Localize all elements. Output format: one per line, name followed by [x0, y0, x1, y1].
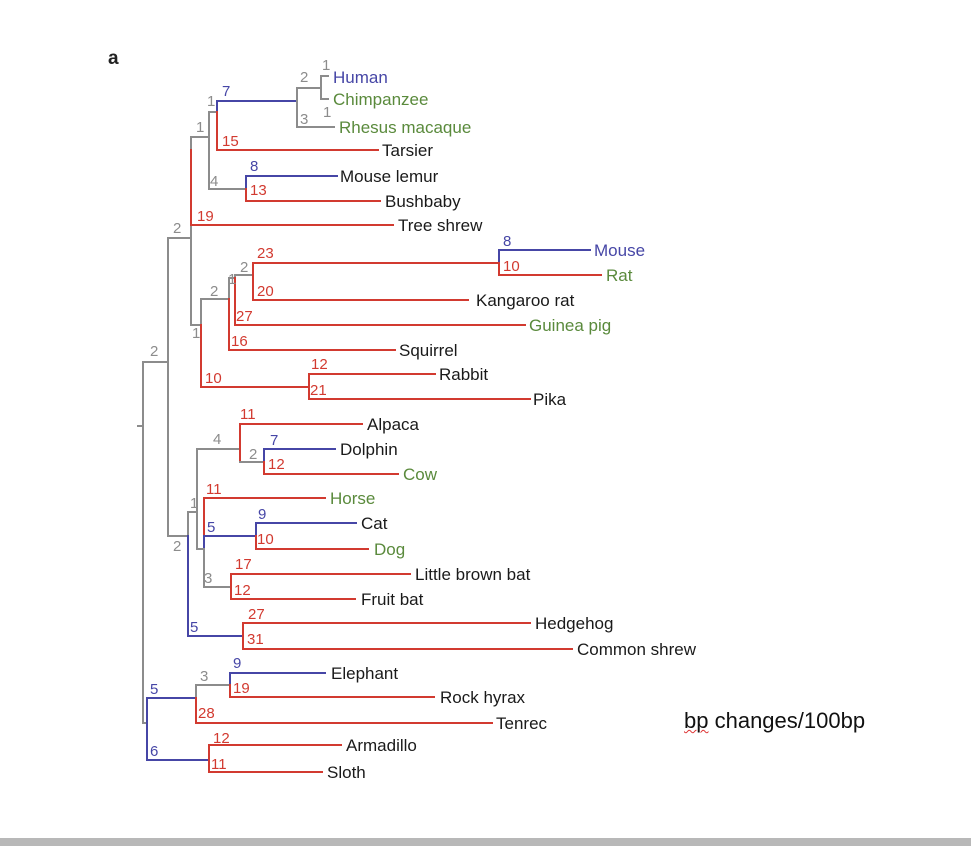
leaf-label-squirrel: Squirrel: [399, 341, 458, 360]
branch-length-label: 2: [240, 259, 248, 276]
branch-length-label: 3: [300, 111, 308, 128]
leaf-label-dog: Dog: [374, 540, 405, 559]
tree-branches: [137, 75, 602, 773]
branch-length-label: 19: [233, 680, 250, 697]
leaf-label-bushbaby: Bushbaby: [385, 192, 461, 211]
branch-length-label: 1: [322, 57, 330, 74]
branch-length-label: 13: [250, 182, 267, 199]
branch-length-label: 1: [207, 93, 215, 110]
branch-length-label: 16: [231, 333, 248, 350]
leaf-label-rabbit: Rabbit: [439, 365, 488, 384]
branch-length-label: 10: [257, 531, 274, 548]
branch-length-label: 2: [173, 220, 181, 237]
branch-length-label: 10: [503, 258, 520, 275]
branch-length-label: 6: [150, 743, 158, 760]
leaf-label-fruit-bat: Fruit bat: [361, 590, 424, 609]
leaf-labels: Human Chimpanzee Rhesus macaque Tarsier Mous…: [327, 68, 697, 782]
leaf-label-pika: Pika: [533, 390, 567, 409]
leaf-label-cat: Cat: [361, 514, 388, 533]
leaf-label-tree-shrew: Tree shrew: [398, 216, 483, 235]
leaf-label-kangaroo-rat: Kangaroo rat: [476, 291, 575, 310]
branch-length-label: 31: [247, 631, 264, 648]
branch-length-label: 27: [236, 308, 253, 325]
branch-length-label: 12: [213, 730, 230, 747]
branch-length-label: 1: [192, 325, 200, 342]
branch-length-label: 2: [210, 283, 218, 300]
branch-length-label: 7: [222, 83, 230, 100]
branch-length-label: 11: [206, 481, 222, 498]
leaf-label-rock-hyrax: Rock hyrax: [440, 688, 526, 707]
leaf-label-dolphin: Dolphin: [340, 440, 398, 459]
branch-length-label: 5: [207, 519, 215, 536]
leaf-label-chimpanzee: Chimpanzee: [333, 90, 428, 109]
branch-length-label: 9: [233, 655, 241, 672]
leaf-label-mouse-lemur: Mouse lemur: [340, 167, 439, 186]
branch-length-label: 8: [503, 233, 511, 250]
branch-length-label: 12: [234, 582, 251, 599]
leaf-label-tenrec: Tenrec: [496, 714, 548, 733]
leaf-label-rat: Rat: [606, 266, 633, 285]
branch-length-label: 2: [249, 446, 257, 463]
branch-length-label: 7: [270, 432, 278, 449]
branch-length-label: 23: [257, 245, 274, 262]
branch-length-label: 5: [150, 681, 158, 698]
leaf-label-common-shrew: Common shrew: [577, 640, 697, 659]
branch-length-label: 21: [310, 382, 327, 399]
branch-length-label: 15: [222, 133, 239, 150]
branch-length-label: 10: [205, 370, 222, 387]
window-bottom-bar: [0, 838, 971, 846]
branch-length-label: 8: [250, 158, 258, 175]
scale-label: bp changes/100bp: [684, 708, 865, 734]
leaf-label-horse: Horse: [330, 489, 375, 508]
branch-length-label: 17: [235, 556, 252, 573]
leaf-label-guinea-pig: Guinea pig: [529, 316, 611, 335]
branch-length-label: 20: [257, 283, 274, 300]
branch-length-label: 2: [150, 343, 158, 360]
panel-letter: a: [108, 48, 119, 69]
leaf-label-alpaca: Alpaca: [367, 415, 420, 434]
branch-length-label: 3: [204, 570, 212, 587]
leaf-label-sloth: Sloth: [327, 763, 366, 782]
leaf-label-hedgehog: Hedgehog: [535, 614, 613, 633]
branch-length-label: 27: [248, 606, 265, 623]
leaf-label-rhesus-macaque: Rhesus macaque: [339, 118, 471, 137]
branch-length-label: 1: [190, 495, 198, 512]
branch-length-label: 4: [213, 431, 221, 448]
scale-unit-word: bp: [684, 708, 709, 733]
branch-length-label: 4: [210, 173, 218, 190]
branch-length-label: 5: [190, 619, 198, 636]
branch-length-label: 12: [311, 356, 328, 373]
leaf-label-little-brown-bat: Little brown bat: [415, 565, 531, 584]
branch-length-label: 2: [173, 538, 181, 555]
branch-length-label: 2: [300, 69, 308, 86]
leaf-label-human: Human: [333, 68, 388, 87]
leaf-label-mouse: Mouse: [594, 241, 645, 260]
branch-length-label: 12: [268, 456, 285, 473]
leaf-label-elephant: Elephant: [331, 664, 398, 683]
scale-unit-rest: changes/100bp: [708, 708, 866, 733]
branch-length-label: 11: [240, 406, 256, 423]
branch-length-label: 9: [258, 506, 266, 523]
branch-length-label: 11: [211, 756, 227, 773]
branch-length-label: 1: [323, 104, 331, 121]
branch-length-label: 19: [197, 208, 214, 225]
branch-length-label: 3: [200, 668, 208, 685]
branch-length-label: 28: [198, 705, 215, 722]
leaf-label-tarsier: Tarsier: [382, 141, 433, 160]
leaf-label-cow: Cow: [403, 465, 438, 484]
branch-length-label: 1: [196, 119, 204, 136]
leaf-label-armadillo: Armadillo: [346, 736, 417, 755]
branch-length-label: 1: [228, 271, 236, 288]
